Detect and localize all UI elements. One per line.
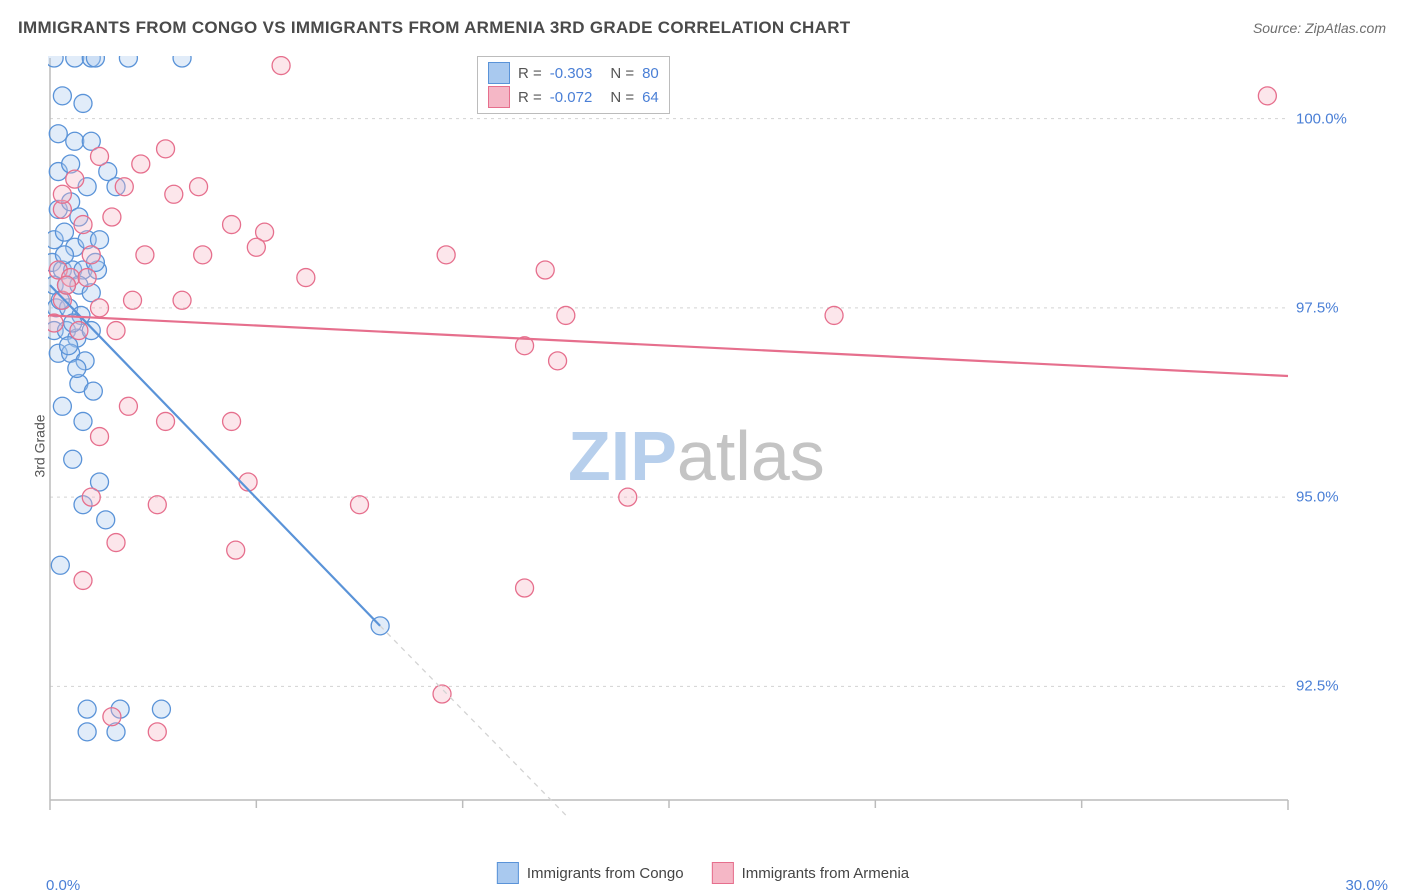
n-value-congo: 80 — [642, 65, 659, 82]
legend-item-congo: Immigrants from Congo — [497, 862, 684, 884]
legend-row-armenia: R = -0.072 N = 64 — [488, 85, 659, 109]
x-tick-0: 0.0% — [46, 877, 80, 894]
swatch-armenia — [712, 862, 734, 884]
swatch-armenia — [488, 86, 510, 108]
y-axis-label: 3rd Grade — [32, 414, 48, 477]
r-value-congo: -0.303 — [550, 65, 593, 82]
y-tick-label: 100.0% — [1296, 110, 1336, 127]
scatter-chart — [48, 56, 1348, 826]
chart-title: IMMIGRANTS FROM CONGO VS IMMIGRANTS FROM… — [18, 18, 850, 38]
n-value-armenia: 64 — [642, 89, 659, 106]
correlation-legend: R = -0.303 N = 80 R = -0.072 N = 64 — [477, 56, 670, 114]
swatch-congo — [497, 862, 519, 884]
n-label: N = — [610, 89, 634, 106]
n-label: N = — [610, 65, 634, 82]
y-tick-label: 92.5% — [1296, 678, 1336, 695]
legend-row-congo: R = -0.303 N = 80 — [488, 61, 659, 85]
r-label: R = — [518, 65, 542, 82]
x-tick-30: 30.0% — [1345, 877, 1388, 894]
r-value-armenia: -0.072 — [550, 89, 593, 106]
r-label: R = — [518, 89, 542, 106]
plot-area: ZIPatlas R = -0.303 N = 80 R = -0.072 N … — [48, 56, 1348, 826]
series-name-congo: Immigrants from Congo — [527, 865, 684, 882]
series-legend: Immigrants from Congo Immigrants from Ar… — [497, 862, 909, 884]
y-tick-label: 97.5% — [1296, 299, 1336, 316]
legend-item-armenia: Immigrants from Armenia — [712, 862, 910, 884]
series-name-armenia: Immigrants from Armenia — [742, 865, 910, 882]
swatch-congo — [488, 62, 510, 84]
y-tick-label: 95.0% — [1296, 489, 1336, 506]
source-label: Source: ZipAtlas.com — [1253, 20, 1386, 36]
